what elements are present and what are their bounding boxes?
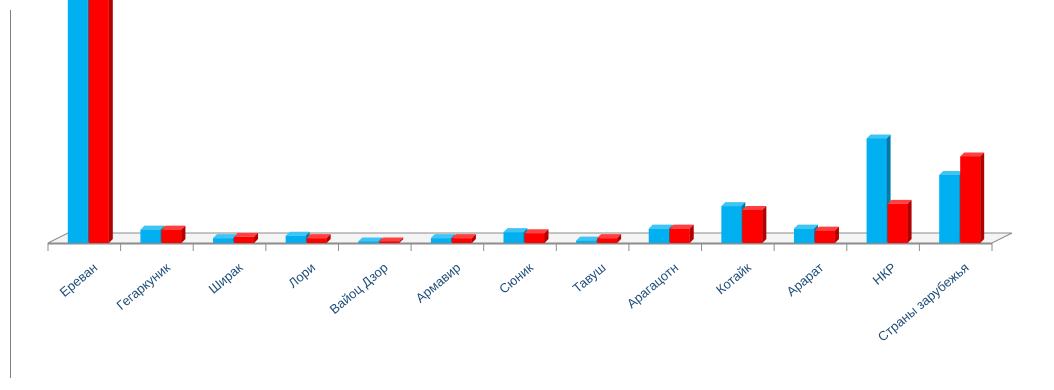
bar-series-blue-7 — [576, 237, 600, 243]
bar-series-blue-5 — [431, 234, 455, 243]
bar-front — [597, 238, 617, 243]
category-label: Котайк — [713, 260, 754, 298]
bar-top — [794, 225, 818, 229]
bar-top — [286, 232, 310, 236]
category-label: Лори — [285, 260, 318, 291]
bar-series-red-5 — [452, 234, 476, 243]
bar-top — [867, 135, 891, 139]
bar-front — [68, 0, 88, 243]
category-label: Арарат — [784, 260, 827, 299]
bar-series-red-9 — [742, 206, 766, 243]
bar-series-blue-0 — [68, 0, 92, 243]
bar-front — [939, 175, 959, 243]
bar-front — [867, 139, 887, 243]
category-label: Тавуш — [570, 260, 609, 296]
bar-series-red-12 — [960, 152, 984, 243]
bar-front — [89, 0, 109, 243]
left-border-line — [10, 10, 11, 378]
category-label: Гегаркуник — [114, 260, 174, 313]
bar-top — [358, 238, 382, 242]
bar-side — [109, 0, 113, 243]
bar-series-red-6 — [525, 229, 549, 243]
bar-front — [794, 229, 814, 243]
bar-top — [525, 229, 549, 233]
bar-series-blue-11 — [867, 135, 891, 243]
bar-top — [576, 237, 600, 241]
category-label: Ереван — [57, 260, 101, 300]
bar-front — [649, 229, 669, 243]
bar-top — [742, 206, 766, 210]
bar-top — [140, 226, 164, 230]
bar-series-blue-2 — [213, 234, 237, 243]
bar-top — [234, 233, 258, 237]
category-label: Сюник — [496, 260, 536, 297]
category-label: Арагацотн — [624, 260, 681, 311]
bar-top — [649, 225, 673, 229]
bars-layer — [68, 0, 984, 243]
bar-front — [525, 233, 545, 243]
bar-side — [908, 200, 912, 243]
bar-front — [452, 238, 472, 243]
bar-top — [670, 225, 694, 229]
bar-series-blue-12 — [939, 171, 963, 243]
bar-series-red-8 — [670, 225, 694, 243]
bar-series-red-1 — [161, 226, 185, 243]
bar-front — [815, 231, 835, 243]
bar-front — [670, 229, 690, 243]
bar-top — [161, 226, 185, 230]
bar-front — [504, 232, 524, 243]
bar-top — [379, 238, 403, 242]
bar-series-red-10 — [815, 227, 839, 243]
bar-front — [576, 241, 596, 243]
bar-front — [721, 206, 741, 243]
bar-series-red-0 — [89, 0, 113, 243]
bar-front — [358, 242, 378, 244]
bar-front — [379, 242, 399, 244]
bar-front — [286, 236, 306, 243]
bar-top — [815, 227, 839, 231]
bar-series-red-4 — [379, 238, 403, 244]
bar-top — [431, 234, 455, 238]
bar-front — [742, 210, 762, 243]
bar-front — [234, 237, 254, 243]
category-label: НКР — [870, 260, 899, 288]
bar-side — [762, 206, 766, 243]
bar-front — [307, 238, 327, 243]
bar-series-blue-4 — [358, 238, 382, 244]
bar-top — [307, 234, 331, 238]
category-label: Вайоц Дзор — [327, 260, 391, 317]
bar-series-blue-8 — [649, 225, 673, 243]
bar-series-blue-9 — [721, 202, 745, 243]
bar-series-red-7 — [597, 234, 621, 243]
bar-top — [597, 234, 621, 238]
bar-top — [452, 234, 476, 238]
bar-top — [888, 200, 912, 204]
bar-top — [939, 171, 963, 175]
bar-front — [161, 230, 181, 243]
labels-layer: Ереван Гегаркуник Ширак Лори Вайоц Дзор Армав… — [57, 260, 972, 345]
category-label: Ширак — [206, 260, 246, 297]
bar-series-blue-1 — [140, 226, 164, 243]
bar-top — [721, 202, 745, 206]
bar-front — [431, 238, 451, 243]
bar-front — [960, 156, 980, 243]
bar-series-blue-10 — [794, 225, 818, 243]
bar-front — [213, 238, 233, 243]
category-label: Армавир — [413, 260, 464, 306]
bar-top — [960, 152, 984, 156]
bar-front — [888, 204, 908, 243]
bar-series-red-2 — [234, 233, 258, 243]
bar-series-red-11 — [888, 200, 912, 243]
bar-top — [213, 234, 237, 238]
bar-series-blue-3 — [286, 232, 310, 243]
bar-side — [980, 152, 984, 243]
bar-top — [504, 228, 528, 232]
bar-series-blue-6 — [504, 228, 528, 243]
bar-front — [140, 230, 160, 243]
bar-series-red-3 — [307, 234, 331, 243]
